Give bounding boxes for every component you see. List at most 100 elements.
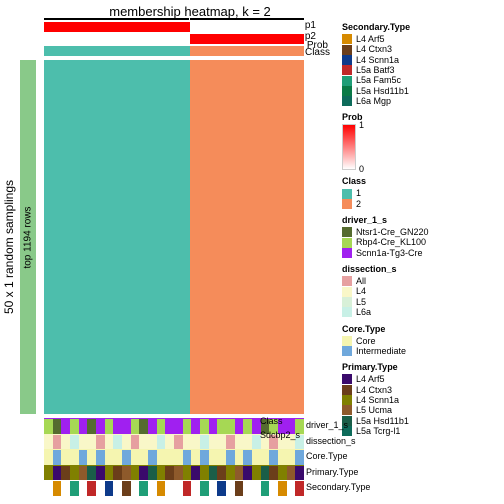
legend-label: Scnn1a-Tg3-Cre xyxy=(356,248,423,258)
legend-title: dissection_s xyxy=(342,264,502,274)
legend-label: L5a Fam5c xyxy=(356,75,401,85)
legend-item: All xyxy=(342,276,502,286)
legend-item: L5 xyxy=(342,297,502,307)
legend-group: dissection_s AllL4L5L6a xyxy=(342,264,502,317)
legend-title: Class xyxy=(342,176,502,186)
top-anno-label-class: Class xyxy=(305,47,330,58)
legend-group: Secondary.TypeL4 Arf5L4 Ctxn3L4 Scnn1aL5… xyxy=(342,22,502,106)
legend-title: Secondary.Type xyxy=(342,22,502,32)
legend-group: Core.Type CoreIntermediate xyxy=(342,324,502,357)
bottom-anno-label: Secondary.Type xyxy=(306,482,370,492)
legend-label: L4 Ctxn3 xyxy=(356,385,392,395)
legend-swatch xyxy=(342,385,352,395)
legend-item: L4 Ctxn3 xyxy=(342,385,502,395)
legend-swatch xyxy=(342,287,352,297)
bottom-anno-row xyxy=(44,480,304,496)
legend-label: Intermediate xyxy=(356,346,406,356)
legend-item: L4 Scnn1a xyxy=(342,395,502,405)
legend-swatch xyxy=(342,276,352,286)
legend-item: L5a Tcrg-l1 xyxy=(342,426,502,436)
legend-label: L5a Tcrg-l1 xyxy=(356,426,400,436)
legend-label: L5 Ucma xyxy=(356,405,392,415)
top-anno-row xyxy=(44,34,304,44)
legend-item: L5a Fam5c xyxy=(342,75,502,85)
legend-item: L5a Hsd11b1 xyxy=(342,416,502,426)
legend-swatch xyxy=(342,395,352,405)
legend-label: L5a Hsd11b1 xyxy=(356,86,409,96)
legend-label: 1 xyxy=(356,188,361,198)
legend-item: L4 Scnn1a xyxy=(342,55,502,65)
prob-colorbar: 01 xyxy=(342,124,356,170)
legend-item: L5a Batf3 xyxy=(342,65,502,75)
legend-label: L5a Hsd11b1 xyxy=(356,416,409,426)
bottom-anno-label: Primary.Type xyxy=(306,467,358,477)
bottom-anno-label: driver_1_s xyxy=(306,420,348,430)
legend-item: L4 Arf5 xyxy=(342,34,502,44)
legend-label: Rbp4-Cre_KL100 xyxy=(356,237,426,247)
legend-swatch xyxy=(342,96,352,106)
y-axis-label-inner: top 1194 rows xyxy=(22,60,34,414)
legend-item: L4 xyxy=(342,286,502,296)
bottom-anno-extra-label: Class xyxy=(260,416,283,426)
legend-swatch xyxy=(342,336,352,346)
bottom-anno-row xyxy=(44,465,304,481)
legend-label: L5 xyxy=(356,297,366,307)
legend-label: All xyxy=(356,276,366,286)
legend-label: Core xyxy=(356,336,376,346)
legend-item: L6a xyxy=(342,307,502,317)
legend-group: Class 12 xyxy=(342,176,502,209)
legend-label: L6a Mgp xyxy=(356,96,391,106)
legend-item: L4 Ctxn3 xyxy=(342,44,502,54)
legend-swatch xyxy=(342,238,352,248)
legend-swatch xyxy=(342,227,352,237)
legend-group: Primary.Type L4 Arf5L4 Ctxn3L4 Scnn1aL5 U… xyxy=(342,362,502,436)
legend-item: 2 xyxy=(342,199,502,209)
legend-item: L5 Ucma xyxy=(342,405,502,415)
legend-label: L4 Arf5 xyxy=(356,374,385,384)
legend-item: 1 xyxy=(342,188,502,198)
legend-swatch xyxy=(342,76,352,86)
legend-swatch xyxy=(342,346,352,356)
legend-item: Core xyxy=(342,336,502,346)
legend-swatch xyxy=(342,189,352,199)
legend-label: L4 Arf5 xyxy=(356,34,385,44)
legend-label: L4 Ctxn3 xyxy=(356,44,392,54)
bottom-anno-extra-label: Sdcbp2_s xyxy=(260,430,300,440)
legend-swatch xyxy=(342,199,352,209)
bottom-anno-row xyxy=(44,449,304,465)
legend-swatch xyxy=(342,374,352,384)
chart-title: membership heatmap, k = 2 xyxy=(60,4,320,19)
legend-label: L6a xyxy=(356,307,371,317)
legend-title: driver_1_s xyxy=(342,215,502,225)
legend-label: L4 Scnn1a xyxy=(356,395,399,405)
legend-group: driver_1_s Ntsr1-Cre_GN220Rbp4-Cre_KL100S… xyxy=(342,215,502,258)
legend-title: Prob xyxy=(342,112,502,122)
legend-swatch xyxy=(342,55,352,65)
legend-item: Ntsr1-Cre_GN220 xyxy=(342,227,502,237)
bottom-anno-label: Core.Type xyxy=(306,451,348,461)
top-anno-row xyxy=(44,46,304,56)
legend-label: 2 xyxy=(356,199,361,209)
legend-label: L4 xyxy=(356,286,366,296)
legend-swatch xyxy=(342,86,352,96)
legend-item: L6a Mgp xyxy=(342,96,502,106)
legend-swatch xyxy=(342,248,352,258)
legend-swatch xyxy=(342,34,352,44)
legend-label: Ntsr1-Cre_GN220 xyxy=(356,227,429,237)
bottom-anno-label: dissection_s xyxy=(306,436,356,446)
legend-swatch xyxy=(342,45,352,55)
legend-swatch xyxy=(342,297,352,307)
legend-label: L5a Batf3 xyxy=(356,65,395,75)
membership-heatmap xyxy=(44,60,304,414)
legend-title: Core.Type xyxy=(342,324,502,334)
legend-item: L4 Arf5 xyxy=(342,374,502,384)
legend-item: Intermediate xyxy=(342,346,502,356)
y-axis-label-outer: 50 x 1 random samplings xyxy=(2,120,16,374)
legend-title: Primary.Type xyxy=(342,362,502,372)
legend-swatch xyxy=(342,65,352,75)
legend-item: Scnn1a-Tg3-Cre xyxy=(342,248,502,258)
legend-item: Rbp4-Cre_KL100 xyxy=(342,237,502,247)
legend-item: L5a Hsd11b1 xyxy=(342,86,502,96)
top-anno-row xyxy=(44,22,304,32)
top-annotation xyxy=(44,22,304,56)
